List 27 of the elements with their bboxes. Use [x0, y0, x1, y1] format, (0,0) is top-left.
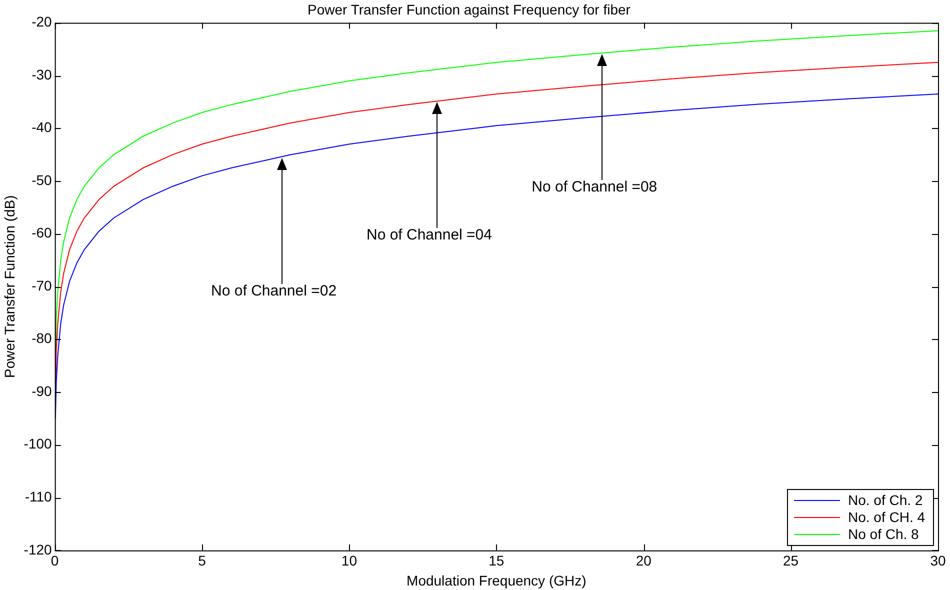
x-tick-label: 5: [198, 552, 206, 569]
y-tick-label: -70: [32, 277, 52, 294]
chart-title: Power Transfer Function against Frequency for fiber: [308, 1, 631, 18]
annotation: No of Channel =02: [211, 282, 337, 300]
legend-label: No of Ch. 8: [848, 526, 919, 544]
x-tick-label: 25: [783, 552, 799, 569]
x-tick-label: 10: [341, 552, 358, 569]
y-tick-label: -80: [32, 330, 52, 346]
y-tick-label: -30: [32, 66, 52, 82]
x-tick-label: 15: [488, 552, 504, 569]
y-tick-label: -110: [24, 488, 52, 504]
legend-label: No. of Ch. 2: [848, 492, 923, 510]
y-tick-label: -100: [24, 436, 52, 452]
x-tick-label: 20: [636, 552, 652, 569]
x-tick-label: 30: [930, 552, 946, 569]
y-tick-label: -120: [24, 541, 52, 558]
annotation: No of Channel =08: [532, 178, 658, 196]
x-axis-title: Modulation Frequency (GHz): [406, 572, 586, 588]
y-tick-label: -90: [32, 382, 52, 399]
x-tick-label: 0: [50, 552, 59, 569]
annotation: No of Channel =04: [366, 226, 492, 244]
y-tick-label: -20: [32, 14, 52, 30]
y-tick-label: -40: [32, 119, 52, 136]
legend-label: No. of CH. 4: [848, 509, 926, 526]
y-tick-label: -60: [32, 224, 52, 241]
y-tick-label: -50: [32, 172, 52, 188]
y-axis-title: Power Transfer Function (dB): [1, 195, 18, 378]
